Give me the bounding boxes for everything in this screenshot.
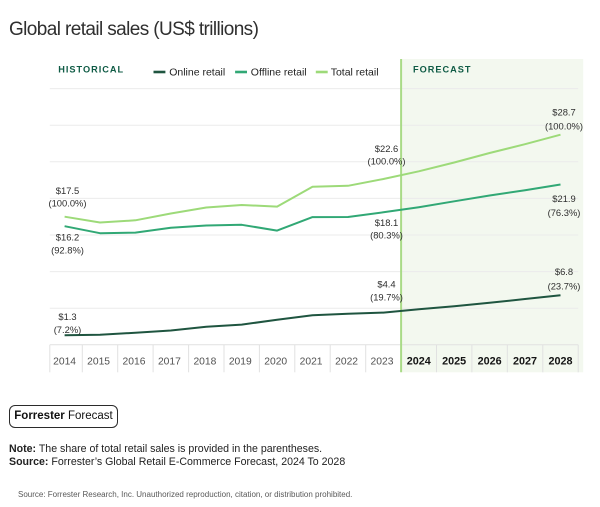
svg-text:2026: 2026 (478, 356, 502, 368)
svg-text:(100.0%): (100.0%) (367, 155, 405, 166)
svg-text:(19.7%): (19.7%) (370, 292, 403, 303)
svg-text:(76.3%): (76.3%) (548, 207, 581, 218)
svg-text:$1.3: $1.3 (58, 311, 76, 322)
svg-text:Online retail: Online retail (169, 67, 225, 79)
svg-text:(80.3%): (80.3%) (370, 229, 403, 240)
svg-text:(7.2%): (7.2%) (54, 324, 82, 335)
svg-text:2022: 2022 (335, 357, 358, 368)
svg-text:FORECAST: FORECAST (413, 65, 472, 75)
svg-text:$22.6: $22.6 (375, 143, 398, 154)
svg-text:2019: 2019 (229, 357, 252, 368)
svg-text:2027: 2027 (513, 356, 537, 368)
svg-text:$18.1: $18.1 (375, 217, 398, 228)
svg-text:(92.8%): (92.8%) (51, 244, 84, 255)
svg-text:2020: 2020 (264, 357, 287, 368)
svg-text:2015: 2015 (87, 357, 110, 368)
svg-text:2028: 2028 (548, 356, 572, 368)
svg-text:(100.0%): (100.0%) (545, 121, 583, 132)
svg-text:$28.7: $28.7 (552, 107, 575, 118)
svg-text:$21.9: $21.9 (552, 193, 575, 204)
svg-text:2017: 2017 (158, 357, 181, 368)
svg-text:$6.8: $6.8 (555, 266, 573, 277)
svg-text:2023: 2023 (371, 357, 394, 368)
svg-text:2014: 2014 (53, 357, 76, 368)
svg-text:(100.0%): (100.0%) (48, 198, 86, 209)
svg-text:2024: 2024 (407, 356, 431, 368)
svg-text:Total retail: Total retail (331, 67, 379, 79)
svg-text:2025: 2025 (442, 356, 466, 368)
svg-text:2021: 2021 (300, 357, 323, 368)
svg-text:$16.2: $16.2 (56, 232, 79, 243)
svg-text:HISTORICAL: HISTORICAL (58, 65, 124, 75)
svg-text:(23.7%): (23.7%) (548, 280, 581, 291)
svg-text:2018: 2018 (193, 357, 216, 368)
svg-text:$17.5: $17.5 (56, 185, 79, 196)
svg-text:2016: 2016 (123, 357, 146, 368)
svg-text:Offline retail: Offline retail (251, 67, 307, 79)
svg-text:$4.4: $4.4 (377, 279, 395, 290)
